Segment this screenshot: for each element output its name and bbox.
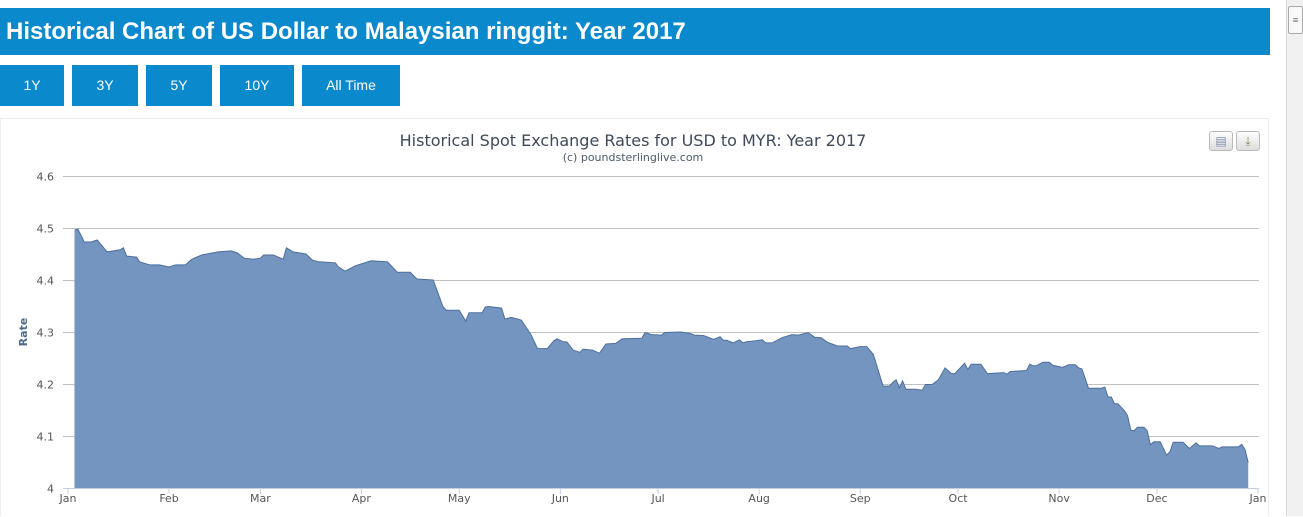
y-tick-label: 4.6: [37, 171, 55, 184]
x-tick-label: Aug: [748, 492, 769, 505]
range-button-3y[interactable]: 3Y: [72, 65, 138, 106]
y-tick-label: 4: [47, 483, 54, 496]
area-fill: [75, 229, 1249, 488]
x-tick-label: Apr: [352, 492, 372, 505]
range-button-5y[interactable]: 5Y: [146, 65, 212, 106]
page-title: Historical Chart of US Dollar to Malaysi…: [0, 8, 1270, 55]
range-button-1y[interactable]: 1Y: [0, 65, 64, 106]
y-tick-label: 4.4: [37, 275, 55, 288]
x-tick-label: Mar: [250, 492, 271, 505]
range-button-all-time[interactable]: All Time: [302, 65, 400, 106]
x-tick-label: Jun: [551, 492, 569, 505]
x-tick-label: Jul: [650, 492, 664, 505]
chart-subtitle: (c) poundsterlinglive.com: [563, 151, 704, 164]
x-tick-label: Jan: [1249, 492, 1267, 505]
y-tick-label: 4.2: [37, 379, 55, 392]
y-tick-label: 4.5: [37, 223, 55, 236]
y-tick-label: 4.3: [37, 327, 55, 340]
range-button-10y[interactable]: 10Y: [220, 65, 294, 106]
x-tick-label: Sep: [850, 492, 871, 505]
chart-title: Historical Spot Exchange Rates for USD t…: [400, 131, 867, 150]
x-tick-label: Feb: [159, 492, 178, 505]
area-chart: Historical Spot Exchange Rates for USD t…: [1, 119, 1270, 517]
x-tick-label: Nov: [1048, 492, 1070, 505]
y-tick-label: 4.1: [37, 431, 55, 444]
x-tick-label: Oct: [949, 492, 969, 505]
x-tick-label: Jan: [59, 492, 77, 505]
scrollbar-thumb[interactable]: ≡: [1288, 6, 1303, 34]
y-axis-label: Rate: [17, 318, 30, 347]
vertical-scrollbar[interactable]: ≡: [1286, 0, 1303, 516]
x-tick-label: Dec: [1146, 492, 1167, 505]
x-tick-label: May: [448, 492, 471, 505]
chart-container: ▤ ⤓ Historical Spot Exchange Rates for U…: [0, 118, 1269, 516]
